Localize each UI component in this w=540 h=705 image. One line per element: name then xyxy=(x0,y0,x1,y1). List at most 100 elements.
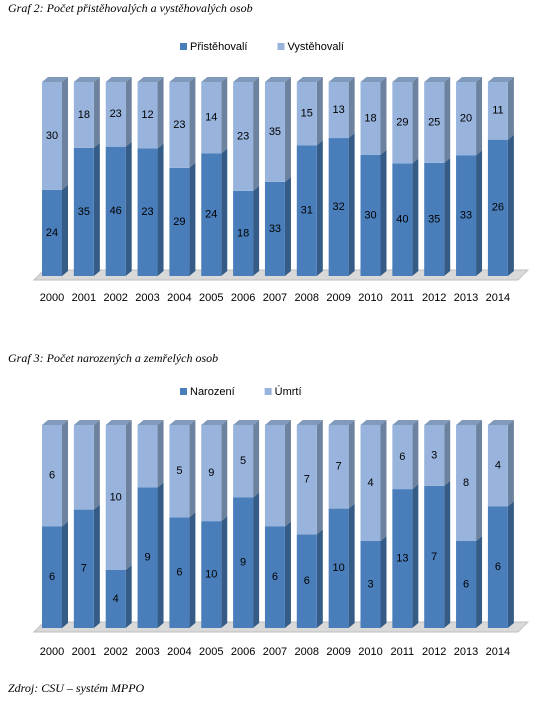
bar-side xyxy=(62,184,68,276)
bar-top xyxy=(487,77,514,82)
x-tick-label: 2010 xyxy=(358,292,382,304)
bar xyxy=(424,162,445,276)
bar xyxy=(456,541,477,628)
value-label: 18 xyxy=(237,227,249,239)
bar xyxy=(456,155,477,276)
bar-side xyxy=(253,492,260,628)
legend-label: Narození xyxy=(190,386,235,398)
chart-title: Graf 3: Počet narozených a zemřelých oso… xyxy=(8,351,218,365)
value-label: 14 xyxy=(205,112,217,124)
bar-side xyxy=(348,503,355,628)
bar-side xyxy=(380,77,387,155)
bar-side xyxy=(253,185,260,276)
bar xyxy=(233,425,254,498)
x-tick-label: 2008 xyxy=(295,646,319,658)
bar-side xyxy=(476,536,483,628)
value-label: 35 xyxy=(269,126,281,138)
bar-side xyxy=(316,529,323,628)
bar-side xyxy=(157,420,164,488)
bar-side xyxy=(157,77,164,149)
bar xyxy=(328,508,349,628)
value-label: 23 xyxy=(110,108,122,120)
bar-side xyxy=(93,504,100,628)
value-label: 10 xyxy=(110,491,122,503)
bar-top xyxy=(169,420,196,425)
value-label: 6 xyxy=(176,567,182,579)
value-label: 6 xyxy=(495,561,501,573)
value-label: 26 xyxy=(492,202,504,214)
x-tick-label: 2005 xyxy=(199,646,223,658)
bar xyxy=(296,82,317,146)
bar xyxy=(392,82,413,164)
value-label: 3 xyxy=(431,449,437,461)
bar-top xyxy=(169,77,196,82)
bar xyxy=(296,425,317,535)
value-label: 40 xyxy=(396,214,408,226)
bar xyxy=(487,425,508,507)
x-tick-label: 2008 xyxy=(295,292,319,304)
x-tick-label: 2003 xyxy=(135,646,159,658)
bar xyxy=(105,146,126,276)
value-label: 6 xyxy=(304,575,310,587)
value-label: 35 xyxy=(428,213,440,225)
x-tick-label: 2004 xyxy=(167,646,191,658)
value-label: 4 xyxy=(367,477,373,489)
bar-side xyxy=(221,77,228,154)
bar-side xyxy=(444,77,451,163)
bar xyxy=(73,425,94,510)
x-tick-label: 2010 xyxy=(358,646,382,658)
bar-side xyxy=(93,142,100,276)
bar-top xyxy=(487,420,514,425)
bar xyxy=(424,485,445,628)
bar xyxy=(201,521,222,628)
value-label: 35 xyxy=(78,206,90,218)
value-label: 29 xyxy=(396,117,408,129)
legend-label: Přistěhovalí xyxy=(190,41,247,53)
bar xyxy=(201,425,222,522)
bar-top xyxy=(456,77,483,82)
bar-side xyxy=(380,149,387,276)
x-tick-label: 2009 xyxy=(326,646,350,658)
x-tick-label: 2009 xyxy=(326,292,350,304)
bar xyxy=(137,82,158,149)
bar-top xyxy=(105,77,132,82)
bar xyxy=(105,570,126,628)
x-tick-label: 2011 xyxy=(391,292,415,304)
bar xyxy=(264,181,285,276)
bar-top xyxy=(105,420,132,425)
bar-side xyxy=(93,77,100,148)
bar xyxy=(169,425,190,518)
chart-title: Graf 2: Počet přistěhovalých a vystěhova… xyxy=(8,1,253,15)
value-label: 7 xyxy=(81,563,87,575)
bar xyxy=(328,425,349,509)
value-label: 29 xyxy=(173,216,185,228)
bar-side xyxy=(284,420,291,527)
bar-side xyxy=(284,176,291,276)
value-label: 10 xyxy=(205,568,217,580)
bar xyxy=(392,163,413,276)
bar-top xyxy=(137,77,164,82)
value-label: 23 xyxy=(141,206,153,218)
bar-top xyxy=(328,77,355,82)
value-label: 25 xyxy=(428,116,440,128)
bar xyxy=(73,509,94,628)
value-label: 4 xyxy=(495,460,501,472)
bar-side xyxy=(476,77,483,156)
value-label: 6 xyxy=(463,578,469,590)
bar-side xyxy=(125,565,132,628)
value-label: 10 xyxy=(333,562,345,574)
bar-side xyxy=(316,140,323,276)
bar-top xyxy=(296,77,323,82)
bar-side xyxy=(189,162,196,276)
bar xyxy=(487,139,508,276)
x-tick-label: 2013 xyxy=(454,292,478,304)
bar-side xyxy=(253,77,260,191)
x-tick-label: 2007 xyxy=(263,646,287,658)
bar-side xyxy=(284,521,291,628)
bar xyxy=(137,148,158,276)
bar-side xyxy=(507,420,514,507)
bar xyxy=(73,147,94,276)
bar xyxy=(424,82,445,163)
